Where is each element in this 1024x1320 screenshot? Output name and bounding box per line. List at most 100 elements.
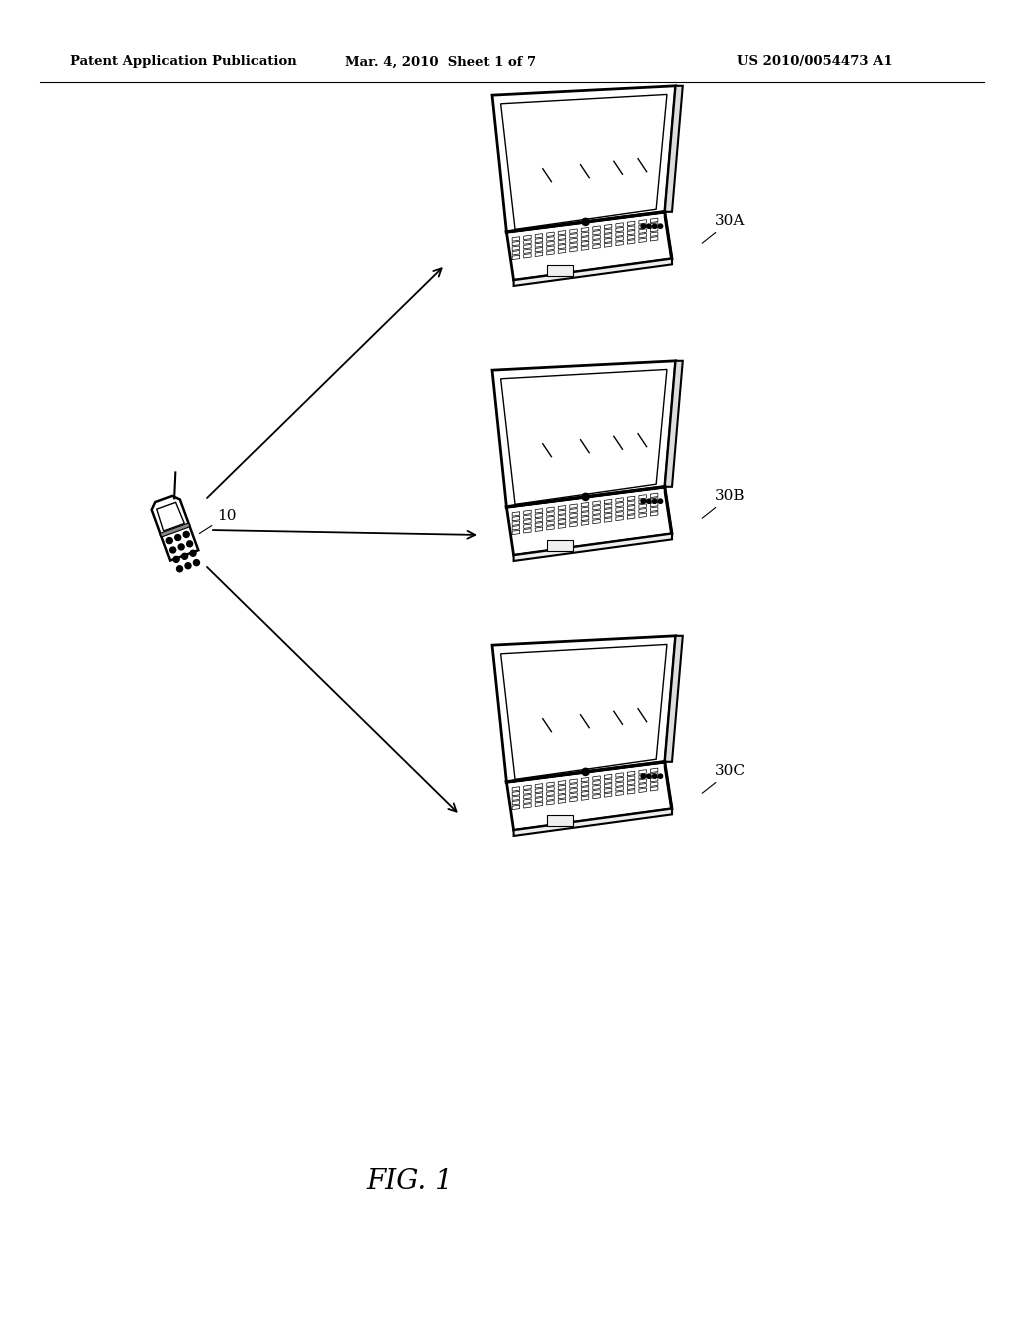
Polygon shape: [558, 780, 565, 785]
Polygon shape: [628, 226, 635, 230]
Polygon shape: [558, 519, 565, 524]
Polygon shape: [593, 235, 600, 239]
Polygon shape: [593, 506, 600, 510]
Polygon shape: [628, 222, 635, 226]
Polygon shape: [547, 521, 554, 525]
Text: 30B: 30B: [702, 488, 745, 519]
Polygon shape: [547, 781, 554, 787]
Polygon shape: [523, 524, 531, 528]
Polygon shape: [514, 259, 672, 286]
Polygon shape: [582, 777, 589, 781]
Polygon shape: [604, 234, 611, 238]
Polygon shape: [536, 252, 543, 256]
Polygon shape: [650, 777, 657, 781]
Polygon shape: [569, 228, 578, 234]
Polygon shape: [523, 510, 531, 515]
Polygon shape: [523, 235, 531, 240]
Polygon shape: [593, 500, 600, 506]
Polygon shape: [665, 211, 672, 264]
Polygon shape: [604, 224, 611, 228]
Polygon shape: [523, 785, 531, 789]
Polygon shape: [514, 809, 672, 836]
Polygon shape: [569, 797, 578, 801]
Text: 30C: 30C: [702, 764, 746, 793]
Polygon shape: [558, 231, 565, 235]
Polygon shape: [604, 508, 611, 513]
Polygon shape: [639, 770, 646, 774]
Polygon shape: [604, 243, 611, 247]
Polygon shape: [507, 211, 672, 280]
Polygon shape: [650, 494, 657, 498]
Polygon shape: [650, 227, 657, 232]
Polygon shape: [665, 636, 683, 762]
Polygon shape: [536, 234, 543, 238]
Polygon shape: [650, 498, 657, 502]
Polygon shape: [639, 775, 646, 779]
Polygon shape: [161, 525, 199, 561]
Polygon shape: [547, 512, 554, 516]
Polygon shape: [593, 231, 600, 235]
Polygon shape: [593, 226, 600, 230]
Polygon shape: [650, 772, 657, 777]
Polygon shape: [639, 499, 646, 504]
Polygon shape: [558, 795, 565, 799]
Polygon shape: [547, 800, 554, 805]
Polygon shape: [536, 517, 543, 523]
Polygon shape: [628, 776, 635, 780]
Polygon shape: [593, 240, 600, 244]
Polygon shape: [650, 781, 657, 787]
Polygon shape: [507, 762, 672, 830]
Polygon shape: [569, 238, 578, 243]
Polygon shape: [507, 487, 672, 556]
Polygon shape: [501, 644, 667, 779]
Polygon shape: [628, 235, 635, 239]
Polygon shape: [628, 506, 635, 510]
Polygon shape: [569, 508, 578, 513]
Polygon shape: [512, 236, 519, 242]
Circle shape: [647, 774, 651, 779]
Polygon shape: [536, 238, 543, 243]
Circle shape: [173, 557, 179, 562]
Polygon shape: [628, 515, 635, 519]
Polygon shape: [639, 238, 646, 243]
Polygon shape: [547, 516, 554, 520]
Circle shape: [194, 560, 200, 566]
Circle shape: [641, 774, 645, 779]
Polygon shape: [547, 251, 554, 255]
Polygon shape: [547, 232, 554, 236]
Polygon shape: [569, 788, 578, 792]
Text: FIG. 1: FIG. 1: [367, 1168, 453, 1195]
Polygon shape: [523, 244, 531, 249]
Polygon shape: [639, 779, 646, 783]
Polygon shape: [492, 360, 676, 507]
Polygon shape: [536, 247, 543, 252]
Polygon shape: [512, 805, 519, 809]
Polygon shape: [501, 95, 667, 230]
Circle shape: [185, 562, 191, 569]
Polygon shape: [582, 787, 589, 791]
Polygon shape: [558, 249, 565, 253]
Polygon shape: [512, 251, 519, 255]
Circle shape: [652, 224, 656, 228]
Polygon shape: [536, 523, 543, 527]
Polygon shape: [582, 246, 589, 251]
Polygon shape: [536, 803, 543, 807]
Polygon shape: [512, 255, 519, 260]
Polygon shape: [523, 804, 531, 808]
Polygon shape: [569, 784, 578, 788]
Polygon shape: [569, 243, 578, 247]
Polygon shape: [512, 242, 519, 246]
Polygon shape: [582, 503, 589, 507]
Circle shape: [582, 768, 589, 775]
Polygon shape: [512, 246, 519, 251]
Polygon shape: [523, 240, 531, 244]
Circle shape: [658, 499, 663, 503]
Polygon shape: [665, 762, 672, 814]
Circle shape: [641, 499, 645, 503]
Polygon shape: [152, 496, 189, 535]
Polygon shape: [628, 496, 635, 500]
Polygon shape: [512, 525, 519, 531]
Polygon shape: [536, 527, 543, 532]
Polygon shape: [547, 507, 554, 512]
Polygon shape: [650, 512, 657, 516]
